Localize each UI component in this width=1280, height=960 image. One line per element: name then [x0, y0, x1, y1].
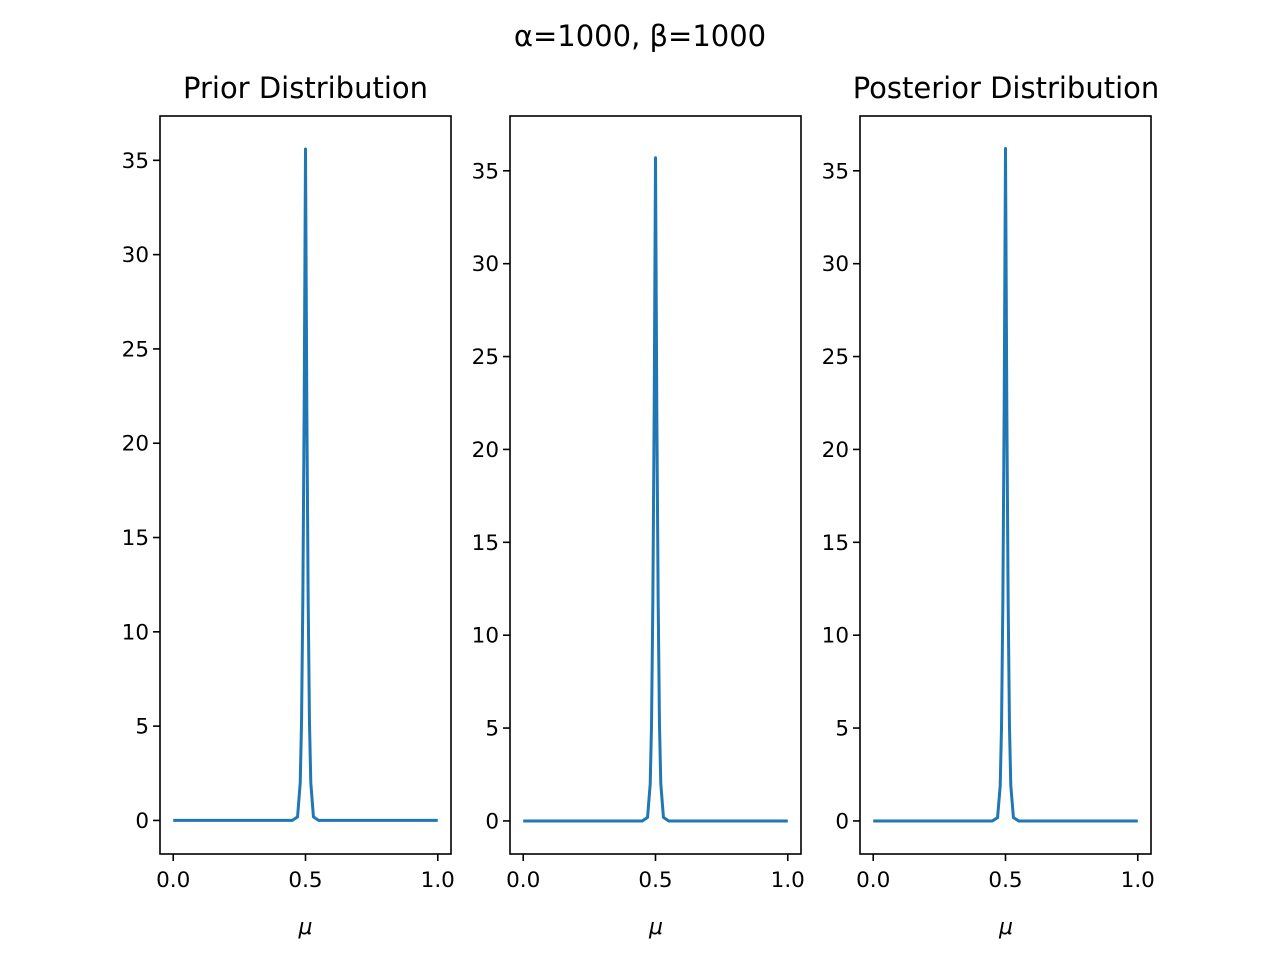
series-line [873, 147, 1138, 823]
series-line [173, 147, 438, 822]
y-tick-label: 10 [822, 624, 849, 649]
x-tick-label: 0.5 [638, 868, 672, 893]
x-tick-label: 0.5 [988, 868, 1022, 893]
y-tick-label: 15 [472, 531, 499, 556]
y-tick-label: 20 [122, 432, 149, 457]
subplot-title: Prior Distribution [183, 71, 428, 105]
y-tick-label: 20 [472, 438, 499, 463]
y-tick-label: 5 [135, 715, 149, 740]
y-tick-label: 10 [472, 624, 499, 649]
y-tick-label: 25 [472, 345, 499, 370]
y-tick-label: 15 [122, 526, 149, 551]
y-tick-label: 0 [135, 809, 149, 834]
x-tick-label: 0.0 [156, 868, 190, 893]
subplot-middle: μ 0.0 0.5 1.0 0 5 10 15 20 25 30 35 [472, 115, 805, 940]
y-tick-label: 0 [835, 809, 849, 834]
x-axis-label: μ [998, 915, 1013, 940]
figure-suptitle: α=1000, β=1000 [514, 19, 766, 53]
x-tick-label: 0.5 [288, 868, 322, 893]
x-tick-label: 1.0 [1121, 868, 1155, 893]
y-tick-label: 30 [122, 243, 149, 268]
x-tick-label: 0.0 [506, 868, 540, 893]
y-tick-label: 35 [472, 159, 499, 184]
x-tick-label: 1.0 [771, 868, 805, 893]
y-tick-label: 15 [822, 531, 849, 556]
y-tick-label: 0 [485, 809, 499, 834]
series-line [523, 156, 788, 823]
y-tick-label: 5 [835, 717, 849, 742]
subplot-title: Posterior Distribution [853, 71, 1160, 105]
x-axis-label: μ [648, 915, 663, 940]
y-tick-label: 25 [122, 337, 149, 362]
y-tick-label: 10 [122, 620, 149, 645]
y-tick-label: 20 [822, 438, 849, 463]
y-tick-label: 30 [472, 252, 499, 277]
y-tick-label: 35 [822, 159, 849, 184]
y-tick-label: 25 [822, 345, 849, 370]
y-tick-label: 30 [822, 252, 849, 277]
x-axis-label: μ [298, 915, 313, 940]
y-tick-label: 5 [485, 717, 499, 742]
subplot-prior: Prior Distribution μ 0.0 0.5 1.0 0 5 10 15 20 25… [122, 71, 455, 940]
x-tick-label: 1.0 [421, 868, 455, 893]
y-tick-label: 35 [122, 149, 149, 174]
subplot-posterior: Posterior Distribution μ 0.0 0.5 1.0 0 5 10 15… [822, 71, 1160, 940]
x-tick-label: 0.0 [856, 868, 890, 893]
